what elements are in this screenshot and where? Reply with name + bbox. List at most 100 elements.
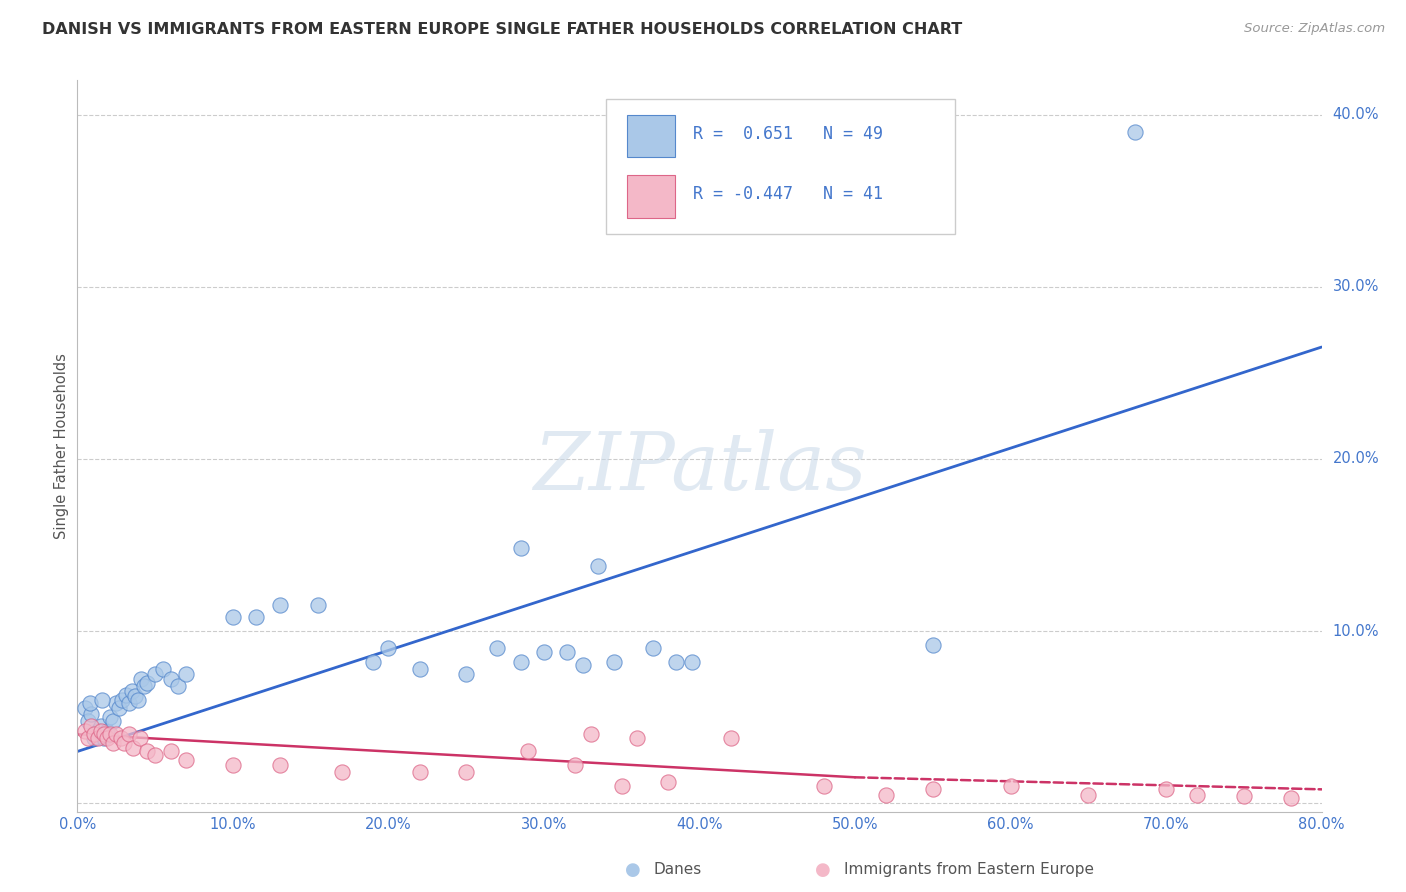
Point xyxy=(361,655,384,669)
Point xyxy=(610,779,633,793)
Point xyxy=(79,696,101,710)
Point xyxy=(86,723,108,738)
Text: R = -0.447   N = 41: R = -0.447 N = 41 xyxy=(693,186,883,203)
Point xyxy=(641,641,664,656)
Point xyxy=(222,758,245,772)
Text: 20.0%: 20.0% xyxy=(1333,451,1379,467)
Point xyxy=(128,731,150,745)
Point xyxy=(174,753,197,767)
Text: ●: ● xyxy=(624,861,641,879)
Point xyxy=(555,645,578,659)
Point xyxy=(1000,779,1022,793)
Point xyxy=(96,731,118,745)
Point xyxy=(377,641,399,656)
Point xyxy=(1154,782,1177,797)
Point xyxy=(269,598,291,612)
Text: 40.0%: 40.0% xyxy=(1333,107,1379,122)
Point xyxy=(96,723,118,738)
Text: ZIPatlas: ZIPatlas xyxy=(533,429,866,507)
Point xyxy=(813,779,835,793)
Point xyxy=(588,558,610,573)
Point xyxy=(90,719,112,733)
FancyBboxPatch shape xyxy=(627,115,675,157)
Point xyxy=(564,758,586,772)
Point xyxy=(75,701,97,715)
Point xyxy=(143,667,166,681)
Point xyxy=(408,662,430,676)
Point xyxy=(159,744,181,758)
Point xyxy=(91,693,114,707)
Point xyxy=(330,765,353,780)
Point xyxy=(681,655,703,669)
Text: 30.0%: 30.0% xyxy=(1333,279,1379,294)
Point xyxy=(136,744,159,758)
Text: Source: ZipAtlas.com: Source: ZipAtlas.com xyxy=(1244,22,1385,36)
Point xyxy=(108,701,131,715)
Point xyxy=(517,744,540,758)
Point xyxy=(152,662,174,676)
Point xyxy=(136,675,159,690)
Point xyxy=(665,655,688,669)
Point xyxy=(114,688,136,702)
Text: Immigrants from Eastern Europe: Immigrants from Eastern Europe xyxy=(844,863,1094,877)
Point xyxy=(129,672,152,686)
Point xyxy=(509,655,531,669)
Point xyxy=(533,645,555,659)
Point xyxy=(307,598,329,612)
Point xyxy=(456,667,478,681)
Point xyxy=(159,672,181,686)
FancyBboxPatch shape xyxy=(627,176,675,218)
Point xyxy=(98,710,121,724)
Text: ●: ● xyxy=(814,861,831,879)
Text: R =  0.651   N = 49: R = 0.651 N = 49 xyxy=(693,126,883,144)
Point xyxy=(572,658,595,673)
Point xyxy=(143,747,166,762)
Point xyxy=(603,655,626,669)
Y-axis label: Single Father Households: Single Father Households xyxy=(53,353,69,539)
Point xyxy=(101,714,124,728)
Point xyxy=(127,693,149,707)
Point xyxy=(124,690,146,704)
Point xyxy=(720,731,742,745)
Point xyxy=(121,684,143,698)
Point xyxy=(118,696,141,710)
Point xyxy=(245,610,267,624)
Point xyxy=(486,641,509,656)
Point xyxy=(90,723,112,738)
Point xyxy=(657,775,679,789)
Point xyxy=(93,727,115,741)
Point xyxy=(921,782,943,797)
Point xyxy=(509,541,531,556)
Point xyxy=(1279,791,1302,805)
Point xyxy=(1187,788,1209,802)
Point xyxy=(77,731,100,745)
Point xyxy=(93,731,115,745)
Point xyxy=(408,765,430,780)
Point xyxy=(456,765,478,780)
FancyBboxPatch shape xyxy=(606,99,955,234)
Point xyxy=(921,638,943,652)
Point xyxy=(626,731,648,745)
Point xyxy=(77,714,100,728)
Point xyxy=(105,696,128,710)
Point xyxy=(118,727,141,741)
Point xyxy=(80,706,103,721)
Point xyxy=(98,727,121,741)
Point xyxy=(83,731,105,745)
Point xyxy=(167,679,190,693)
Point xyxy=(80,719,103,733)
Point xyxy=(112,736,135,750)
Point xyxy=(1233,789,1256,804)
Point xyxy=(122,741,145,756)
Point xyxy=(110,731,132,745)
Text: DANISH VS IMMIGRANTS FROM EASTERN EUROPE SINGLE FATHER HOUSEHOLDS CORRELATION CH: DANISH VS IMMIGRANTS FROM EASTERN EUROPE… xyxy=(42,22,963,37)
Point xyxy=(1123,125,1146,139)
Text: Danes: Danes xyxy=(654,863,702,877)
Point xyxy=(174,667,197,681)
Point xyxy=(875,788,897,802)
Point xyxy=(222,610,245,624)
Point xyxy=(579,727,602,741)
Point xyxy=(1077,788,1099,802)
Text: 10.0%: 10.0% xyxy=(1333,624,1379,639)
Point xyxy=(75,723,97,738)
